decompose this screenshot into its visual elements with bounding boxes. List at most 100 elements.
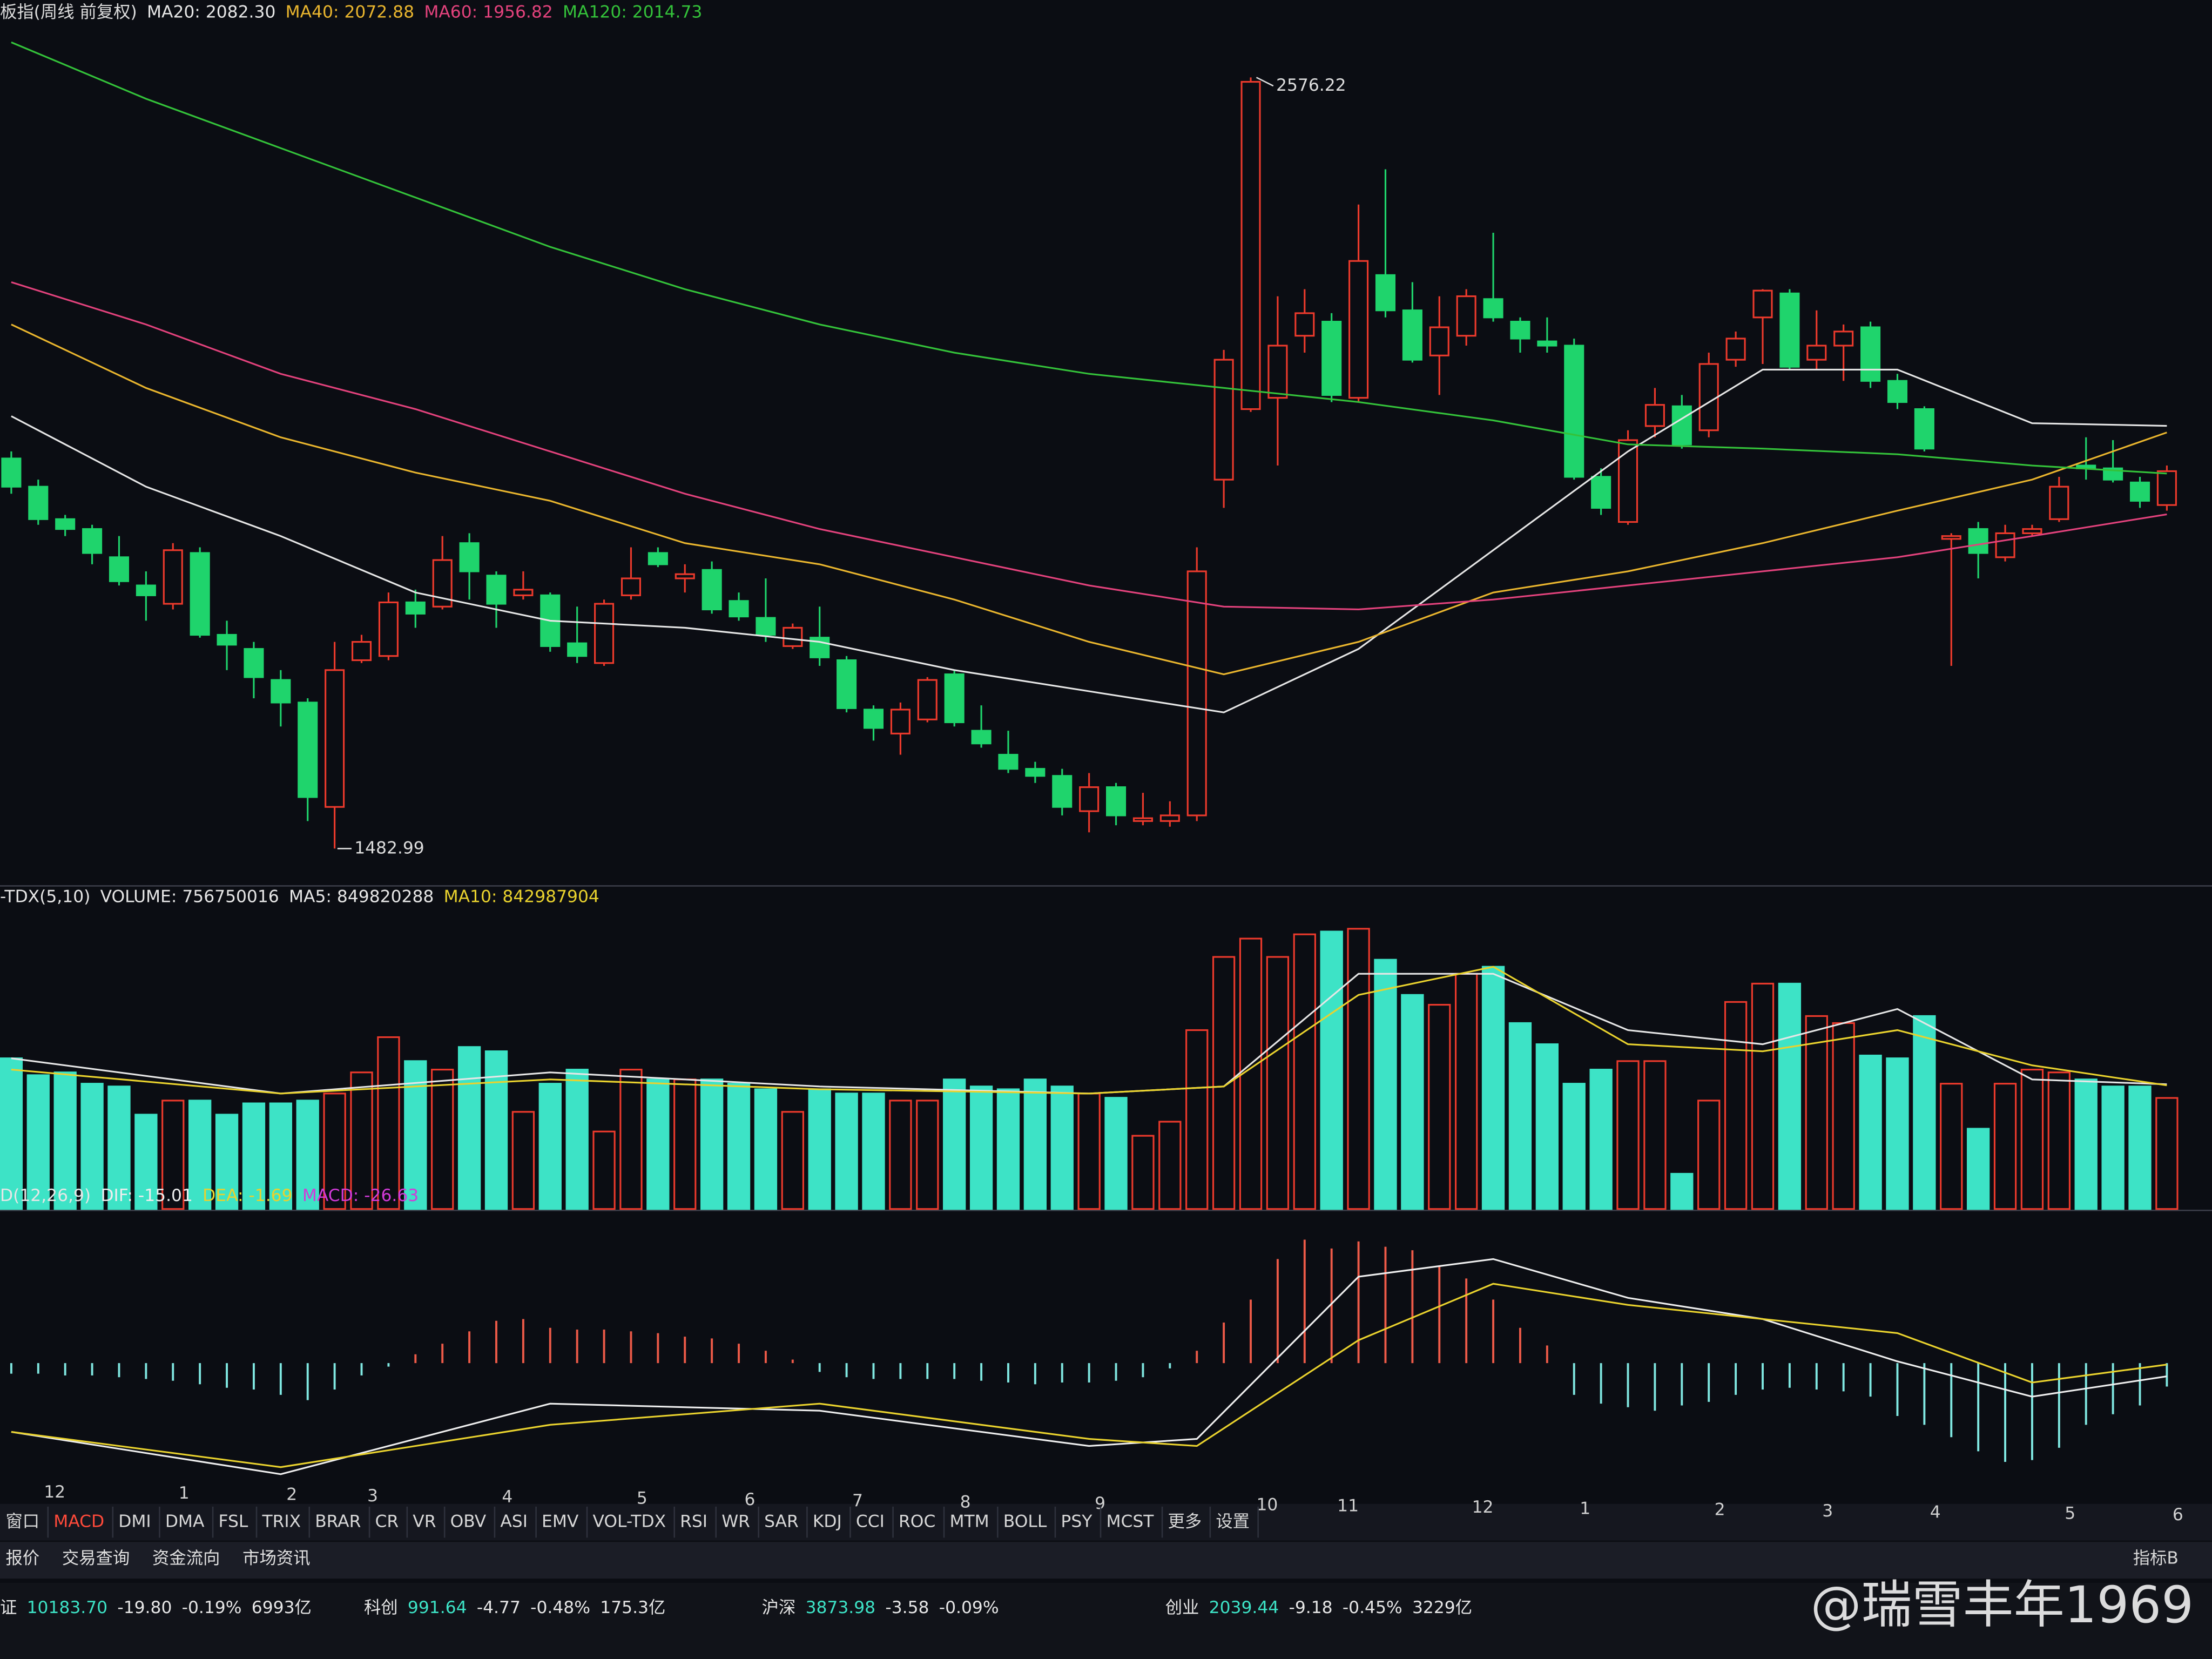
indicator-tab[interactable]: ASI — [500, 1512, 528, 1532]
indicator-tab[interactable]: 指标B — [2133, 1549, 2179, 1568]
ma-line — [11, 966, 2167, 1095]
indicator-tab[interactable]: DMA — [165, 1512, 205, 1532]
volume-bar — [188, 1100, 212, 1210]
volume-bar — [2101, 1085, 2125, 1210]
volume-bar — [2128, 1085, 2152, 1210]
indicator-tab[interactable]: 更多 — [1168, 1512, 1202, 1532]
x-tick-label: 4 — [1930, 1502, 1941, 1522]
candle-body — [1537, 340, 1557, 347]
volume-bar — [727, 1083, 751, 1210]
volume-bar — [565, 1069, 589, 1210]
candle-body — [1860, 326, 1881, 382]
volume-bar — [296, 1100, 319, 1210]
candle-body — [1105, 786, 1127, 817]
indicator-tab[interactable]: VR — [413, 1512, 436, 1532]
indicator-tab[interactable]: PSY — [1061, 1512, 1092, 1532]
legend-entry: MA120: 2014.73 — [563, 3, 702, 22]
volume-bar — [1050, 1085, 1074, 1210]
ma-line — [11, 973, 2167, 1095]
indicator-tab[interactable]: 窗口 — [5, 1512, 39, 1532]
index-value: 10183.70 — [27, 1598, 107, 1617]
volume-bar — [1428, 1003, 1451, 1210]
candle-body — [1752, 289, 1773, 319]
x-tick-label: 4 — [502, 1487, 512, 1507]
indicator-tab[interactable]: ROC — [899, 1512, 935, 1532]
candle-body — [783, 626, 803, 647]
ma-line — [11, 41, 2167, 475]
candle-body — [163, 549, 183, 605]
candle-body — [1052, 775, 1073, 808]
candle-body — [1591, 476, 1611, 509]
ma-line — [11, 368, 2167, 713]
indicator-tab[interactable]: BRAR — [315, 1512, 361, 1532]
indicator-tab[interactable]: TRIX — [261, 1512, 301, 1532]
candle-body — [325, 669, 345, 808]
indicator-tab[interactable]: CCI — [856, 1512, 885, 1532]
volume-bar — [592, 1130, 616, 1210]
volume-bar — [2155, 1097, 2179, 1210]
status-bar — [0, 1582, 2212, 1659]
volume-bar — [1104, 1097, 1128, 1210]
volume-bar — [1347, 928, 1370, 1210]
indicator-tab[interactable]: SAR — [764, 1512, 799, 1532]
indicator-tab[interactable]: MTM — [949, 1512, 989, 1532]
indicator-tab[interactable]: CR — [375, 1512, 399, 1532]
candle-body — [351, 641, 372, 662]
candle-body — [1698, 363, 1719, 431]
volume-bar — [862, 1092, 885, 1210]
candle-body — [1321, 321, 1342, 396]
legend-entry: MA5: 849820288 — [289, 887, 434, 906]
candle-body — [2049, 485, 2069, 520]
candle-body — [1240, 80, 1261, 410]
indicator-tab[interactable]: DMI — [118, 1512, 151, 1532]
candle-body — [1779, 292, 1800, 368]
candle-body — [190, 552, 210, 636]
x-tick-label: 1 — [179, 1483, 190, 1503]
candle-body — [998, 753, 1019, 770]
candle-body — [1995, 532, 2015, 558]
candle-body — [1213, 359, 1234, 481]
candle-body — [1617, 439, 1638, 523]
candle-body — [863, 709, 884, 729]
candle-body — [1833, 331, 1854, 347]
indicator-tab[interactable]: OBV — [450, 1512, 487, 1532]
candle-body — [405, 601, 426, 615]
index-value: 991.64 — [408, 1598, 467, 1617]
candle-body — [1132, 817, 1153, 822]
indicator-tab[interactable]: VOL-TDX — [592, 1512, 666, 1532]
sub-tab[interactable]: 市场资讯 — [242, 1549, 310, 1568]
index-change: -3.58 — [885, 1598, 929, 1617]
volume-bar — [431, 1069, 454, 1210]
indicator-tab[interactable]: FSL — [219, 1512, 248, 1532]
ma-line — [11, 323, 2167, 676]
candle-body — [378, 601, 399, 657]
volume-bar — [2074, 1078, 2098, 1210]
indicator-tab[interactable]: MACD — [53, 1512, 104, 1532]
indicator-tab[interactable]: KDJ — [813, 1512, 842, 1532]
sub-tab[interactable]: 报价 — [5, 1549, 39, 1568]
candle-body — [2129, 481, 2150, 502]
indicator-tab[interactable]: 设置 — [1216, 1512, 1250, 1532]
candle-body — [136, 584, 156, 596]
indicator-tab[interactable]: WR — [721, 1512, 750, 1532]
candle-body — [1510, 321, 1530, 340]
sub-tab[interactable]: 资金流向 — [152, 1549, 220, 1568]
legend-entry: MA10: 842987904 — [444, 887, 599, 906]
volume-bar — [1643, 1060, 1667, 1210]
legend-entry: MA20: 2082.30 — [147, 3, 275, 22]
tab-bar — [0, 1503, 2212, 1541]
index-value: 2039.44 — [1209, 1598, 1279, 1617]
candle-body — [1806, 345, 1827, 361]
candle-body — [567, 642, 588, 657]
sub-tab[interactable]: 交易查询 — [62, 1549, 130, 1568]
volume-bar — [996, 1088, 1020, 1210]
indicator-tab[interactable]: MCST — [1106, 1512, 1154, 1532]
volume-bar — [457, 1046, 481, 1210]
candle-body — [1294, 312, 1315, 337]
indicator-tab[interactable]: RSI — [680, 1512, 707, 1532]
indicator-tab[interactable]: BOLL — [1003, 1512, 1047, 1532]
indicator-tab[interactable]: EMV — [542, 1512, 579, 1532]
index-amount: 175.3亿 — [600, 1598, 665, 1617]
